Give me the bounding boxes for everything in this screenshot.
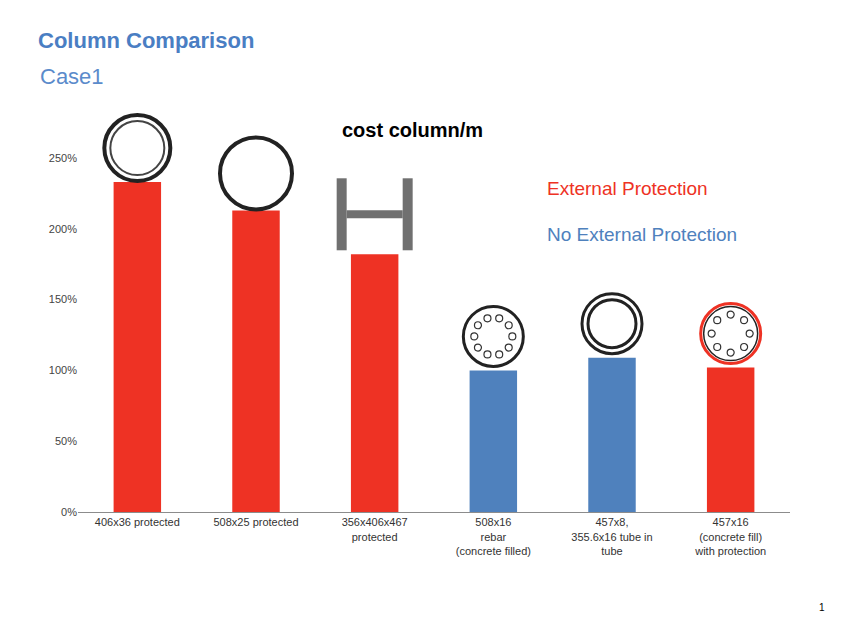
svg-text:50%: 50% [55,435,77,447]
svg-text:Column Comparison: Column Comparison [38,28,254,53]
svg-text:508x25 protected: 508x25 protected [213,516,298,528]
svg-text:150%: 150% [49,293,77,305]
svg-text:cost column/m: cost column/m [342,119,483,141]
svg-text:Case1: Case1 [40,64,104,89]
svg-text:External Protection: External Protection [547,178,708,199]
svg-text:406x36 protected: 406x36 protected [95,516,180,528]
svg-text:100%: 100% [49,364,77,376]
svg-text:457x16(concrete fill)with prot: 457x16(concrete fill)with protection [694,516,766,557]
svg-text:508x16rebar(concrete filled): 508x16rebar(concrete filled) [456,516,531,557]
svg-text:0%: 0% [61,506,77,518]
svg-text:457x8,355.6x16 tube intube: 457x8,355.6x16 tube intube [571,516,652,557]
svg-text:200%: 200% [49,223,77,235]
svg-text:No External Protection: No External Protection [547,224,737,245]
svg-text:250%: 250% [49,152,77,164]
svg-text:356x406x467protected: 356x406x467protected [342,516,408,542]
svg-text:1: 1 [819,602,825,613]
